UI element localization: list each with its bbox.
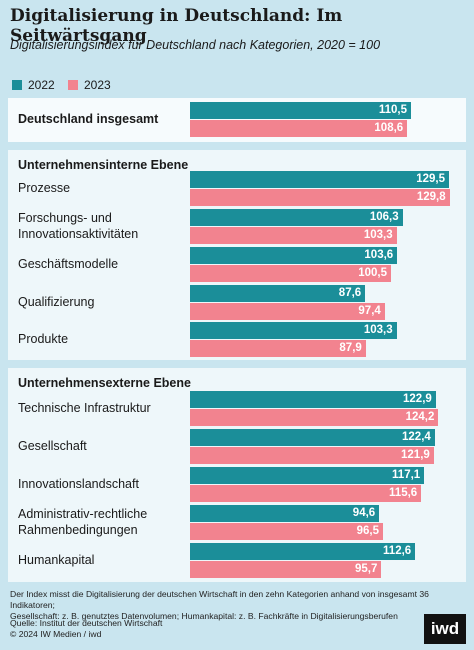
value-label: 110,5 bbox=[378, 104, 407, 116]
legend-label: 2023 bbox=[84, 78, 111, 92]
bar bbox=[190, 265, 391, 282]
value-label: 94,6 bbox=[352, 507, 376, 519]
value-label: 115,6 bbox=[389, 487, 418, 499]
bar bbox=[190, 285, 366, 302]
section-title: Unternehmensexterne Ebene bbox=[18, 376, 191, 390]
category-label: Humankapital bbox=[18, 553, 95, 567]
bar bbox=[190, 447, 434, 464]
value-label: 97,4 bbox=[358, 305, 381, 317]
value-label: 100,5 bbox=[358, 267, 387, 279]
value-label: 129,8 bbox=[416, 191, 446, 203]
source: Quelle: Institut der deutschen Wirtschaf… bbox=[10, 618, 163, 628]
bar bbox=[190, 322, 397, 339]
value-label: 87,6 bbox=[338, 287, 362, 299]
chart-subtitle: Digitalisierungsindex für Deutschland na… bbox=[10, 38, 381, 52]
value-label: 106,3 bbox=[369, 211, 399, 223]
bar bbox=[190, 247, 398, 264]
bar bbox=[190, 120, 408, 137]
legend-swatch bbox=[12, 80, 22, 90]
value-label: 103,6 bbox=[364, 249, 394, 261]
category-label: Gesellschaft bbox=[18, 439, 87, 453]
category-label: Prozesse bbox=[18, 181, 71, 195]
bar bbox=[190, 561, 382, 578]
category-label: Technische Infrastruktur bbox=[18, 401, 151, 415]
category-label: Produkte bbox=[18, 332, 69, 346]
category-label: Forschungs- und Innovationsaktivitäten bbox=[18, 211, 139, 241]
value-label: 124,2 bbox=[405, 411, 435, 423]
bar bbox=[190, 171, 449, 188]
bar bbox=[190, 505, 380, 522]
chart-title: Digitalisierung in Deutschland: Im Seitw… bbox=[10, 6, 343, 46]
category-label: Deutschland insgesamt bbox=[18, 112, 159, 126]
category-label: Administrativ-rechtliche Rahmenbedingung… bbox=[18, 507, 148, 537]
bar bbox=[190, 303, 385, 320]
section-title: Unternehmensinterne Ebene bbox=[18, 158, 189, 172]
value-label: 112,6 bbox=[383, 545, 412, 557]
logo: iwd bbox=[424, 614, 466, 644]
category-label: Innovationslandschaft bbox=[18, 477, 139, 491]
value-label: 103,3 bbox=[363, 229, 393, 241]
bar bbox=[190, 467, 425, 484]
bar bbox=[190, 209, 403, 226]
value-label: 96,5 bbox=[356, 525, 379, 537]
category-label: Qualifizierung bbox=[18, 295, 95, 309]
value-label: 103,3 bbox=[363, 324, 393, 336]
bar bbox=[190, 391, 436, 408]
bar bbox=[190, 485, 422, 502]
value-label: 87,9 bbox=[339, 342, 362, 354]
legend-label: 2022 bbox=[28, 78, 55, 92]
value-label: 122,9 bbox=[403, 393, 432, 405]
legend-swatch bbox=[68, 80, 78, 90]
bar bbox=[190, 102, 411, 119]
bar bbox=[190, 409, 439, 426]
bar bbox=[190, 189, 450, 206]
bar bbox=[190, 543, 416, 560]
value-label: 129,5 bbox=[416, 173, 445, 185]
bar bbox=[190, 523, 383, 540]
footnote: Der Index misst die Digitalisierung der … bbox=[10, 589, 429, 621]
value-label: 122,4 bbox=[402, 431, 431, 443]
value-label: 108,6 bbox=[374, 122, 404, 134]
value-label: 95,7 bbox=[355, 563, 378, 575]
category-label: Geschäftsmodelle bbox=[18, 257, 119, 271]
copyright: © 2024 IW Medien / iwd bbox=[10, 629, 102, 639]
bar bbox=[190, 340, 366, 357]
value-label: 121,9 bbox=[401, 449, 430, 461]
bar bbox=[190, 429, 435, 446]
bar bbox=[190, 227, 397, 244]
value-label: 117,1 bbox=[392, 469, 421, 481]
